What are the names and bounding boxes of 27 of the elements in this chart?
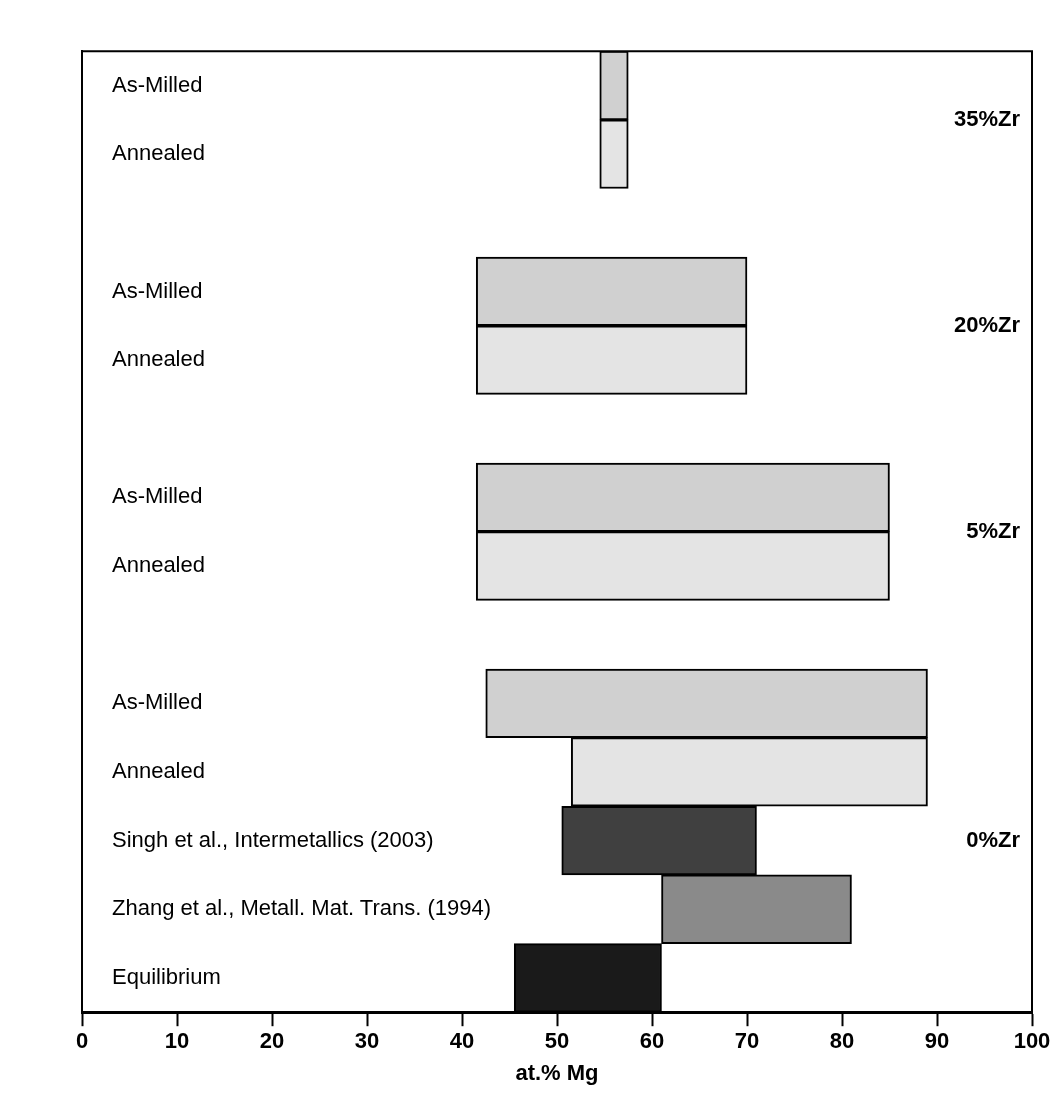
y-tick-label: As-Milled — [112, 689, 203, 715]
y-tick-label: As-Milled — [112, 483, 203, 509]
y-tick-label: Annealed — [112, 346, 205, 372]
x-tick-label: 0 — [75, 1028, 89, 1054]
y-tick-label: As-Milled — [112, 277, 203, 303]
x-tick-label: 40 — [449, 1028, 475, 1054]
x-tick-label: 20 — [259, 1028, 285, 1054]
y-tick-label: Equilibrium — [112, 963, 221, 989]
x-axis-title: at.% Mg — [515, 1059, 599, 1085]
x-tick-label: 60 — [639, 1028, 665, 1054]
x-tick-label: 80 — [829, 1028, 855, 1054]
text: 5%Zr — [966, 517, 1021, 543]
y-tick-label: Annealed — [112, 140, 205, 166]
y-tick-label: Singh et al., Intermetallics (2003) — [112, 826, 434, 852]
y-tick-label: Zhang et al., Metall. Mat. Trans. (1994) — [112, 895, 492, 921]
x-tick-label: 30 — [354, 1028, 380, 1054]
text: 20%Zr — [953, 311, 1021, 337]
x-tick-label: 10 — [164, 1028, 190, 1054]
text: 35%Zr — [953, 105, 1021, 131]
x-tick-label: 100 — [1013, 1028, 1051, 1054]
x-tick-label: 50 — [544, 1028, 570, 1054]
x-tick-label: 70 — [734, 1028, 760, 1054]
x-tick-label: 90 — [924, 1028, 950, 1054]
y-tick-label: Annealed — [112, 552, 205, 578]
text: 0%Zr — [966, 826, 1021, 852]
y-tick-label: Annealed — [112, 758, 205, 784]
y-tick-label: As-Milled — [112, 71, 203, 97]
